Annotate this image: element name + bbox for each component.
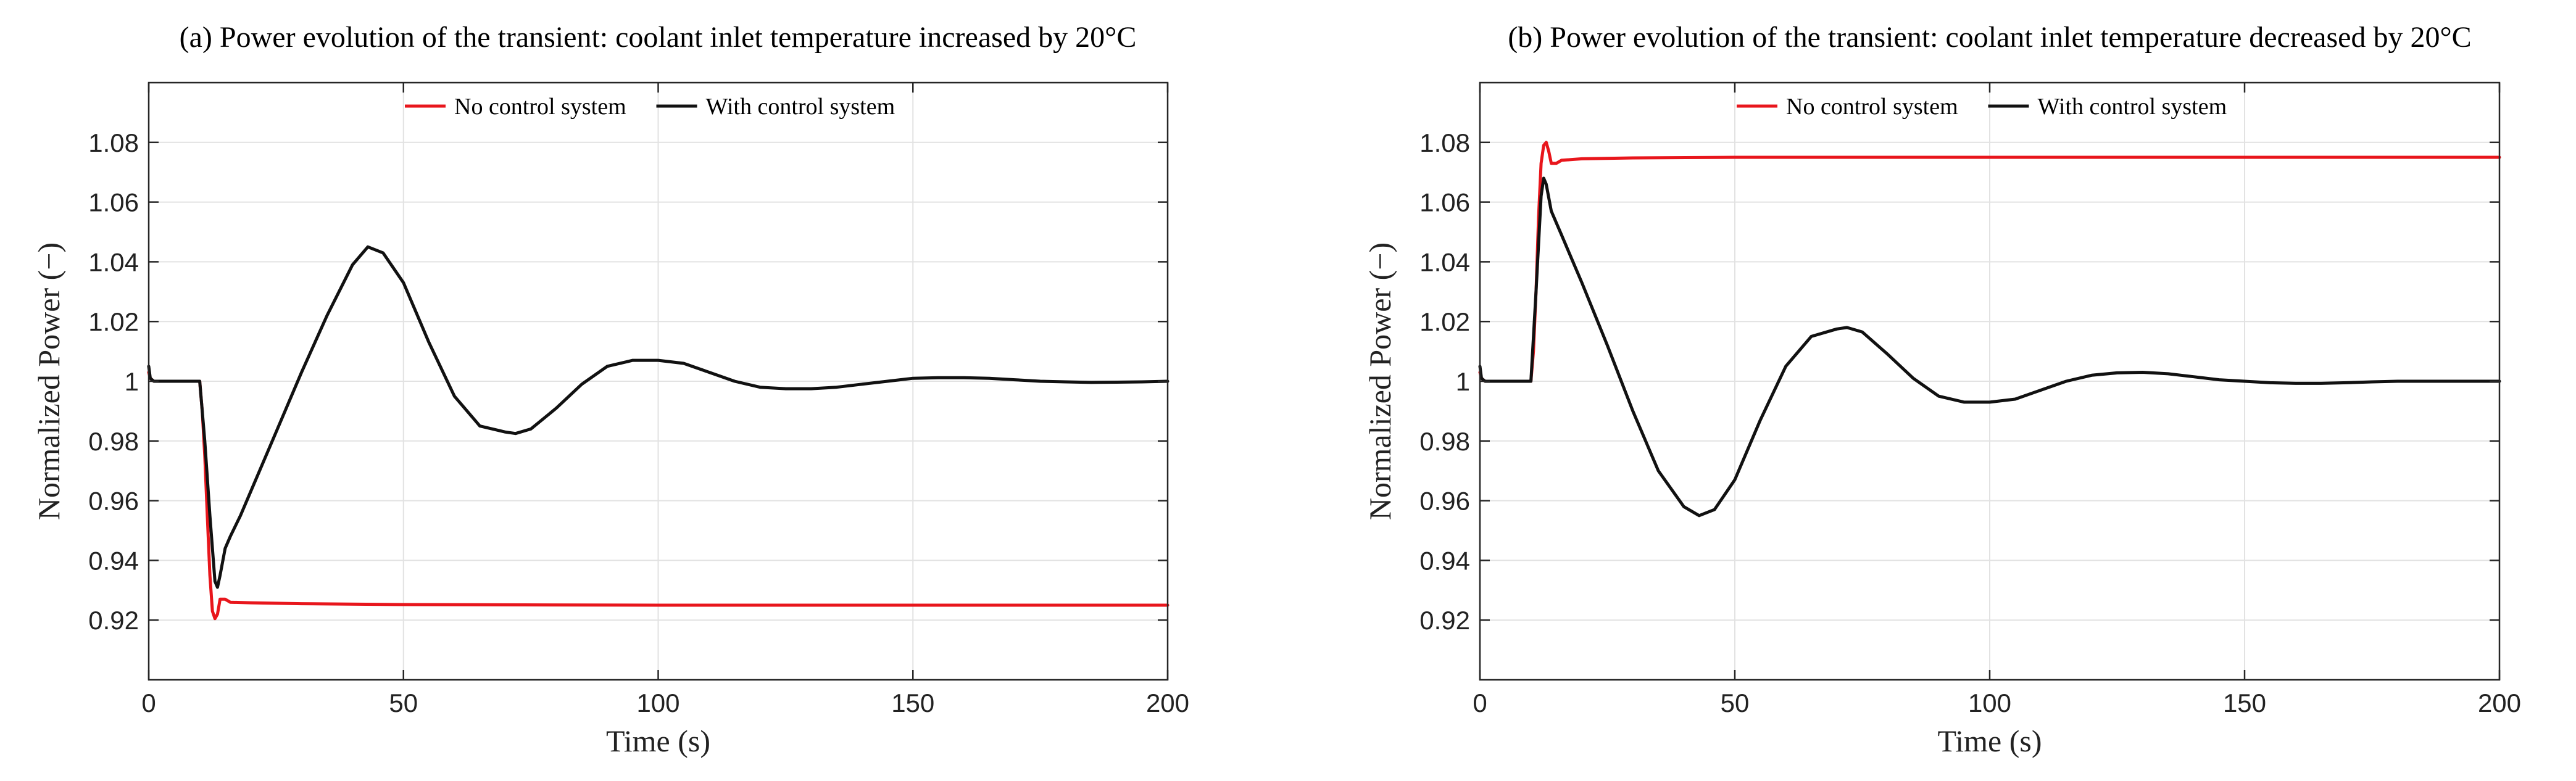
- x-tick-label: 150: [891, 688, 934, 717]
- chart-title: (a) Power evolution of the transient: co…: [180, 21, 1137, 54]
- legend-label-with-control: With control system: [2038, 94, 2227, 120]
- y-tick-label: 0.92: [1419, 606, 1470, 635]
- x-tick-label: 200: [2478, 688, 2521, 717]
- y-tick-label: 1.02: [88, 307, 139, 336]
- y-tick-label: 0.96: [1419, 487, 1470, 516]
- legend-label-no-control: No control system: [1786, 94, 1958, 120]
- y-tick-label: 0.98: [1419, 427, 1470, 456]
- x-axis-label: Time (s): [1937, 724, 2042, 758]
- y-tick-label: 1.02: [1419, 307, 1470, 336]
- y-tick-label: 1.04: [1419, 247, 1470, 276]
- y-tick-label: 1.06: [88, 188, 139, 217]
- y-tick-label: 0.96: [88, 487, 139, 516]
- legend: No control system With control system: [405, 94, 895, 120]
- legend-label-no-control: No control system: [454, 94, 626, 120]
- chart-panel-b: 0 50 100 150 200 0.92 0.94 0.96 0.98 1 1.02 1.04 1.0…: [1363, 21, 2521, 758]
- y-tick-label: 1.08: [88, 128, 139, 157]
- y-tick-label: 1.08: [1419, 128, 1470, 157]
- y-tick-label: 0.98: [88, 427, 139, 456]
- chart-title: (b) Power evolution of the transient: co…: [1508, 21, 2471, 54]
- x-tick-label: 200: [1146, 688, 1189, 717]
- x-tick-label: 50: [389, 688, 418, 717]
- y-tick-label: 0.94: [88, 546, 139, 575]
- x-tick-label: 0: [1473, 688, 1487, 717]
- series-line-with-control: [1478, 176, 2501, 518]
- y-tick-label: 1.06: [1419, 188, 1470, 217]
- y-tick-label: 0.92: [88, 606, 139, 635]
- x-tick-label: 50: [1721, 688, 1750, 717]
- legend: No control system With control system: [1737, 94, 2227, 120]
- y-axis-label: Normalized Power (−): [31, 242, 66, 520]
- x-axis-label: Time (s): [606, 724, 710, 758]
- y-axis-label: Normalized Power (−): [1363, 242, 1397, 520]
- series-line-with-control: [147, 245, 1170, 589]
- y-tick-label: 0.94: [1419, 546, 1470, 575]
- legend-label-with-control: With control system: [706, 94, 895, 120]
- x-tick-label: 150: [2223, 688, 2266, 717]
- x-tick-label: 100: [1968, 688, 2011, 717]
- y-tick-label: 1.04: [88, 247, 139, 276]
- y-tick-label: 1: [125, 367, 139, 396]
- x-tick-label: 100: [636, 688, 679, 717]
- x-tick-label: 0: [141, 688, 156, 717]
- chart-panel-a: 0 50 100 150 200 0.92 0.94 0.96 0.98 1 1.02 1.04 1.0…: [31, 21, 1189, 758]
- y-tick-label: 1: [1456, 367, 1470, 396]
